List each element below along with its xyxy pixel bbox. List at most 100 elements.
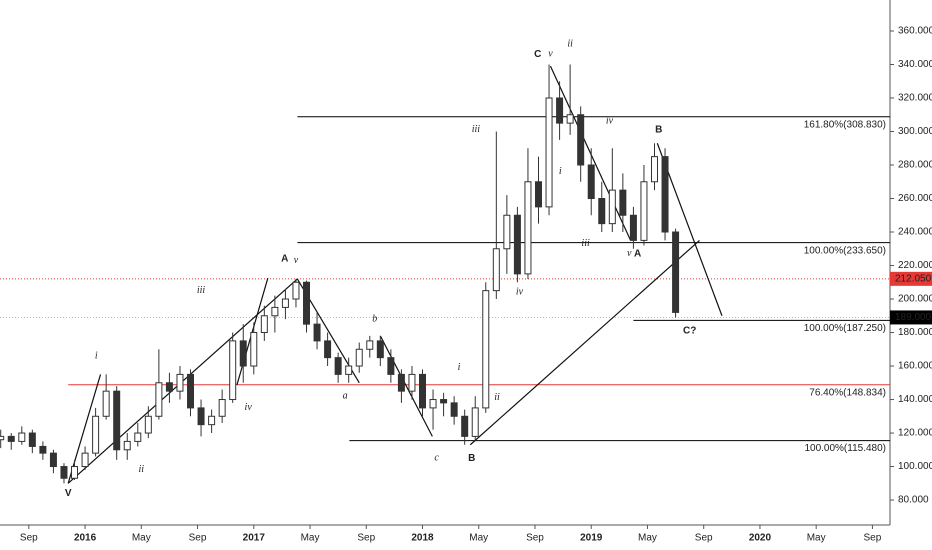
candle-body <box>556 97 564 124</box>
candle-body <box>303 281 311 325</box>
candle-body <box>250 332 258 367</box>
x-tick-label: Sep <box>526 533 544 544</box>
candle-body <box>18 432 26 442</box>
y-tick-label: 160.000 <box>898 361 932 372</box>
candle-body <box>608 189 616 225</box>
x-tick-label: Sep <box>189 533 207 544</box>
y-tick-label: 220.000 <box>898 260 932 271</box>
trend-line <box>67 374 102 484</box>
candle-body <box>587 164 595 200</box>
price-tag <box>890 310 932 325</box>
y-tick-label: 300.000 <box>898 126 932 137</box>
x-tick-label: Sep <box>357 533 375 544</box>
x-tick-label: May <box>638 533 657 544</box>
wave-label: iv <box>516 287 524 298</box>
wave-label: c <box>434 452 439 463</box>
wave-label: v <box>627 248 632 259</box>
candle-body <box>566 114 574 124</box>
wave-label: v <box>548 49 553 60</box>
candle-body <box>492 248 500 292</box>
candle-body <box>71 466 79 479</box>
wave-label: C <box>534 49 541 60</box>
fib-label: 100.00%(187.250) <box>804 323 886 334</box>
candle-body <box>292 281 300 300</box>
candle-body <box>429 399 437 409</box>
x-tick-label: May <box>469 533 488 544</box>
candle-body <box>7 435 15 442</box>
fib-label: 161.80%(308.830) <box>804 119 886 130</box>
candle-body <box>461 415 469 437</box>
fib-label: 100.00%(233.650) <box>804 245 886 256</box>
trend-line <box>379 335 433 437</box>
candle-body <box>577 114 585 166</box>
candle-body <box>239 340 247 367</box>
wave-label: A <box>634 248 641 259</box>
y-tick-label: 80.000 <box>898 495 929 506</box>
wave-label: ii <box>139 464 145 475</box>
candle-body <box>334 357 342 375</box>
y-tick-label: 100.000 <box>898 461 932 472</box>
candle-body <box>134 432 142 442</box>
candle-body <box>598 198 606 225</box>
x-tick-label: 2016 <box>74 533 97 544</box>
y-tick-label: 120.000 <box>898 428 932 439</box>
wave-label: i <box>95 350 98 361</box>
candle-body <box>123 440 131 451</box>
x-tick-label: 2017 <box>243 533 266 544</box>
candle-body <box>661 156 669 233</box>
trend-line <box>549 65 632 241</box>
wave-label: i <box>559 166 562 177</box>
y-tick-label: 320.000 <box>898 93 932 104</box>
wave-label: iii <box>197 285 206 296</box>
candle-body <box>450 402 458 417</box>
x-tick-label: Sep <box>20 533 38 544</box>
fib-label: 100.00%(115.480) <box>804 443 886 454</box>
y-tick-label: 280.000 <box>898 160 932 171</box>
candle-body <box>92 415 100 454</box>
candle-body <box>376 340 384 359</box>
candle-body <box>165 382 173 392</box>
price-tag-label: 189.000 <box>895 312 932 323</box>
wave-label: C? <box>683 325 696 336</box>
y-tick-label: 200.000 <box>898 294 932 305</box>
candle-body <box>513 214 521 275</box>
candle-body <box>102 390 110 417</box>
candle-body <box>155 382 163 417</box>
candle-body <box>324 340 332 359</box>
x-tick-label: 2020 <box>749 533 772 544</box>
wave-label: iii <box>472 124 481 135</box>
price-tag <box>890 271 932 286</box>
candle-body <box>197 407 205 426</box>
price-tag-label: 212.050 <box>895 273 932 284</box>
candle-body <box>176 373 184 392</box>
x-tick-label: 2018 <box>411 533 434 544</box>
y-tick-label: 260.000 <box>898 193 932 204</box>
x-tick-label: May <box>132 533 151 544</box>
candle-body <box>60 466 68 479</box>
candle-body <box>345 365 353 375</box>
candle-body <box>187 373 195 409</box>
wave-label: B <box>468 453 475 464</box>
candle-body <box>81 452 89 468</box>
wave-label: a <box>343 390 348 401</box>
wave-label: ii <box>567 39 573 50</box>
candle-body <box>218 399 226 417</box>
x-tick-label: 2019 <box>580 533 603 544</box>
wave-label: A <box>281 253 288 264</box>
wave-label: i <box>458 362 461 373</box>
candle-body <box>419 373 427 409</box>
candle-body <box>208 415 216 426</box>
candle-body <box>366 340 374 350</box>
candle-body <box>387 357 395 375</box>
x-tick-label: May <box>301 533 320 544</box>
wave-label: V <box>65 488 72 499</box>
candle-body <box>281 298 289 308</box>
candle-body <box>629 214 637 241</box>
y-tick-label: 140.000 <box>898 394 932 405</box>
x-tick-label: Sep <box>695 533 713 544</box>
candle-body <box>49 452 57 468</box>
y-tick-label: 340.000 <box>898 59 932 70</box>
candle-body <box>524 181 532 275</box>
